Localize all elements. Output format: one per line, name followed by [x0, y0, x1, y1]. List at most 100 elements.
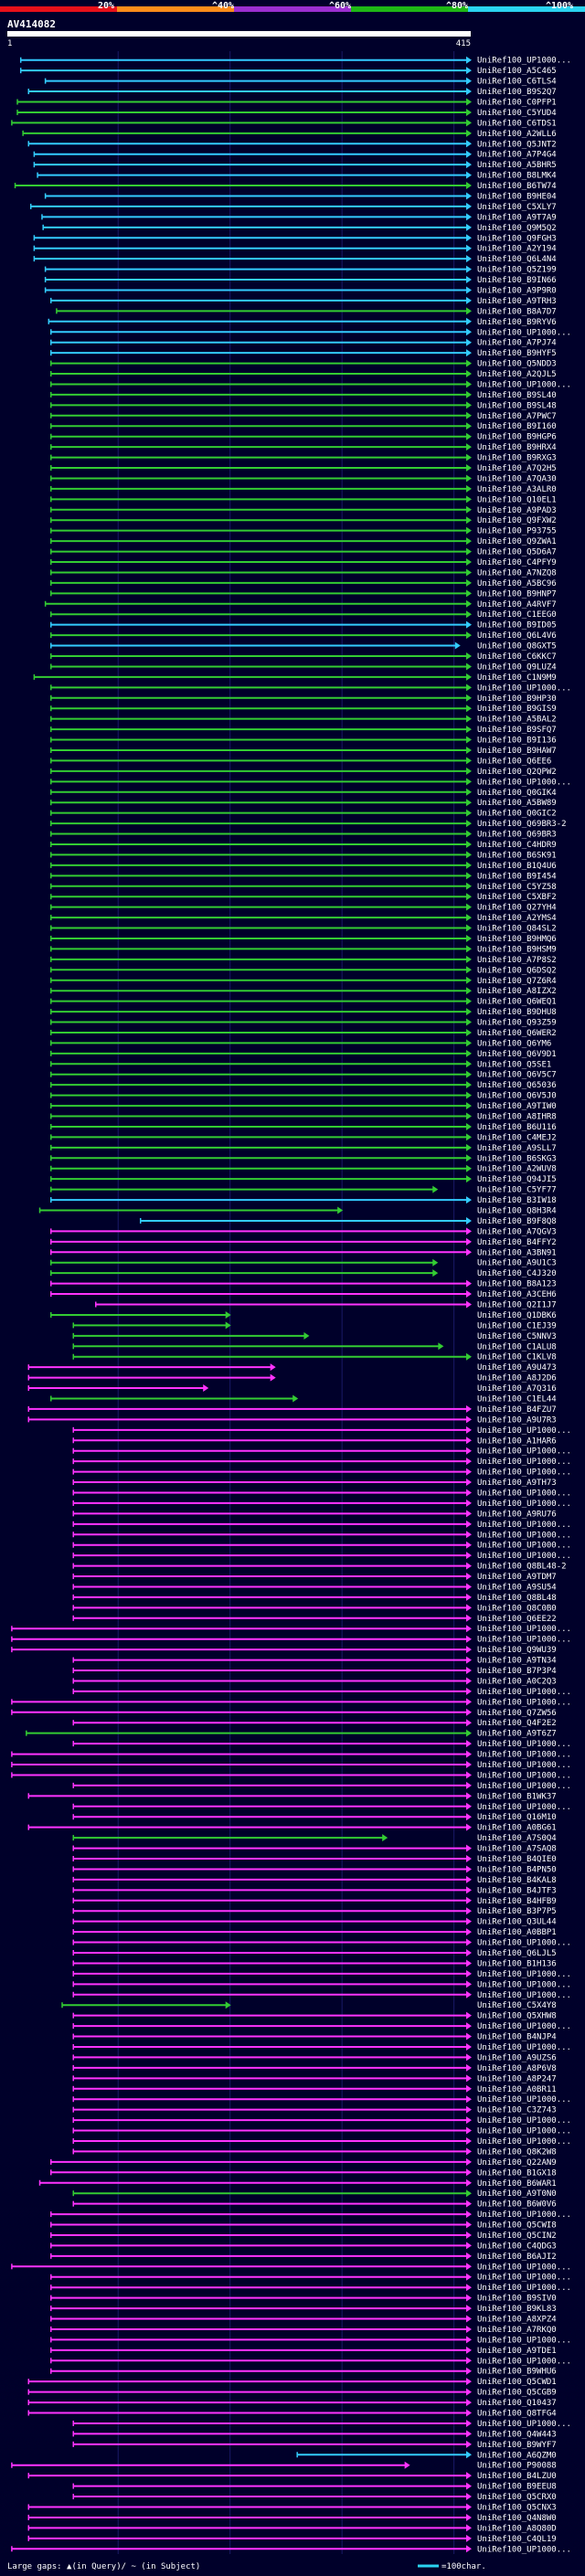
hit-row[interactable]: UniRef100_B9SL40: [50, 390, 557, 400]
hit-label[interactable]: UniRef100_B9HE04: [477, 192, 557, 201]
hit-row[interactable]: UniRef100_A2WUV8: [50, 1164, 557, 1174]
hit-row[interactable]: UniRef100_Q9LUZ4: [50, 663, 557, 672]
hit-label[interactable]: UniRef100_Q0GIC2: [477, 810, 557, 819]
hit-label[interactable]: UniRef100_A5BW89: [477, 799, 557, 808]
hit-label[interactable]: UniRef100_A9SLL7: [477, 1144, 557, 1153]
hit-row[interactable]: UniRef100_Q8GXT5: [50, 641, 557, 652]
hit-label[interactable]: UniRef100_Q6DSQ2: [477, 966, 557, 975]
hit-label[interactable]: UniRef100_Q8K2W8: [477, 2147, 557, 2157]
hit-label[interactable]: UniRef100_A9U473: [477, 1363, 557, 1373]
hit-row[interactable]: UniRef100_B9HP30: [50, 694, 557, 704]
hit-label[interactable]: UniRef100_B3IW18: [477, 1196, 557, 1205]
hit-row[interactable]: UniRef100_B4LZU0: [27, 2472, 557, 2481]
hit-label[interactable]: UniRef100_A5BHR5: [477, 161, 557, 170]
hit-row[interactable]: UniRef100_B3IW18: [50, 1196, 557, 1205]
hit-label[interactable]: UniRef100_B9EEU8: [477, 2483, 557, 2492]
hit-label[interactable]: UniRef100_Q6WER2: [477, 1029, 557, 1038]
hit-row[interactable]: UniRef100_B1WK37: [27, 1792, 557, 1801]
hit-label[interactable]: UniRef100_Q5CNX3: [477, 2504, 557, 2513]
hit-row[interactable]: UniRef100_A7S0Q4: [72, 1834, 557, 1843]
hit-row[interactable]: UniRef100_Q5XHW8: [72, 2011, 557, 2021]
hit-label[interactable]: UniRef100_UP1000...: [477, 1426, 571, 1436]
hit-row[interactable]: UniRef100_Q4N8W0: [27, 2513, 557, 2523]
hit-row[interactable]: UniRef100_A2WLL6: [22, 129, 557, 139]
hit-label[interactable]: UniRef100_A9UZS6: [477, 2053, 557, 2062]
hit-row[interactable]: UniRef100_B9HRX4: [50, 443, 557, 452]
hit-row[interactable]: UniRef100_B1H136: [72, 1959, 557, 1968]
hit-label[interactable]: UniRef100_A5BC96: [477, 579, 557, 588]
hit-label[interactable]: UniRef100_A8Q80D: [477, 2524, 557, 2533]
hit-label[interactable]: UniRef100_B6WAR1: [477, 2179, 557, 2189]
hit-label[interactable]: UniRef100_A0BR11: [477, 2085, 557, 2094]
hit-row[interactable]: UniRef100_UP1000...: [72, 2116, 571, 2125]
hit-label[interactable]: UniRef100_Q5CIN2: [477, 2231, 557, 2241]
hit-row[interactable]: UniRef100_A8IHR8: [50, 1112, 557, 1122]
hit-row[interactable]: UniRef100_Q9WU39: [11, 1646, 557, 1655]
hit-label[interactable]: UniRef100_C5YZ58: [477, 883, 557, 892]
hit-label[interactable]: UniRef100_A8J2D6: [477, 1374, 557, 1383]
hit-row[interactable]: UniRef100_A0BR11: [72, 2084, 557, 2094]
hit-row[interactable]: UniRef100_P93755: [50, 526, 557, 536]
hit-label[interactable]: UniRef100_UP1000...: [477, 2284, 571, 2293]
hit-label[interactable]: UniRef100_UP1000...: [477, 2043, 571, 2052]
hit-label[interactable]: UniRef100_A2QJL5: [477, 370, 557, 379]
hit-label[interactable]: UniRef100_Q6V5C7: [477, 1071, 557, 1080]
hit-row[interactable]: UniRef100_UP1000...: [50, 778, 571, 787]
hit-label[interactable]: UniRef100_C4QDG3: [477, 2242, 557, 2251]
hit-label[interactable]: UniRef100_B9ID05: [477, 621, 557, 631]
hit-row[interactable]: UniRef100_UP1000...: [72, 1531, 571, 1540]
hit-row[interactable]: UniRef100_B1Q4U6: [50, 861, 557, 871]
hit-label[interactable]: UniRef100_Q9LUZ4: [477, 663, 557, 672]
hit-label[interactable]: UniRef100_B9SIV0: [477, 2295, 557, 2304]
hit-row[interactable]: UniRef100_C5X4Y8: [61, 2001, 557, 2010]
hit-row[interactable]: UniRef100_B9HE04: [44, 192, 557, 201]
hit-label[interactable]: UniRef100_A9TN34: [477, 1657, 557, 1666]
hit-label[interactable]: UniRef100_B6SKG3: [477, 1154, 557, 1163]
hit-label[interactable]: UniRef100_UP1000...: [477, 1531, 571, 1540]
hit-label[interactable]: UniRef100_A7PWC7: [477, 412, 557, 421]
hit-label[interactable]: UniRef100_C4MEJ2: [477, 1133, 557, 1142]
hit-row[interactable]: UniRef100_C1EL44: [50, 1394, 557, 1404]
hit-label[interactable]: UniRef100_A7QGV3: [477, 1227, 557, 1236]
hit-label[interactable]: UniRef100_C1ALU8: [477, 1342, 557, 1352]
hit-label[interactable]: UniRef100_B6TW74: [477, 182, 557, 191]
hit-label[interactable]: UniRef100_C1EJ39: [477, 1321, 557, 1330]
hit-label[interactable]: UniRef100_Q5NDD3: [477, 360, 557, 369]
hit-label[interactable]: UniRef100_Q4N8W0: [477, 2514, 557, 2523]
hit-label[interactable]: UniRef100_B9RXG3: [477, 454, 557, 463]
hit-label[interactable]: UniRef100_UP1000...: [477, 2274, 571, 2283]
hit-label[interactable]: UniRef100_UP1000...: [477, 1782, 571, 1791]
hit-row[interactable]: UniRef100_A2Y194: [33, 244, 557, 254]
hit-label[interactable]: UniRef100_Q10EL1: [477, 495, 557, 504]
hit-row[interactable]: UniRef100_B9SIV0: [50, 2294, 557, 2304]
hit-label[interactable]: UniRef100_B4HFB9: [477, 1897, 557, 1906]
hit-label[interactable]: UniRef100_C4PFY9: [477, 558, 557, 567]
hit-label[interactable]: UniRef100_UP1000...: [477, 2022, 571, 2031]
hit-row[interactable]: UniRef100_Q8TFG4: [27, 2409, 557, 2419]
hit-row[interactable]: UniRef100_A3BN91: [50, 1248, 557, 1257]
hit-label[interactable]: UniRef100_UP1000...: [477, 1991, 571, 2000]
hit-row[interactable]: UniRef100_B9SFQ7: [50, 726, 557, 735]
hit-label[interactable]: UniRef100_Q5SE1: [477, 1060, 551, 1069]
hit-row[interactable]: UniRef100_Q7ZW56: [11, 1708, 557, 1718]
hit-label[interactable]: UniRef100_Q7ZW56: [477, 1709, 557, 1718]
hit-row[interactable]: UniRef100_B9HGP6: [50, 432, 557, 442]
hit-row[interactable]: UniRef100_A7QGV3: [50, 1227, 557, 1236]
hit-label[interactable]: UniRef100_C1EEG0: [477, 610, 557, 620]
hit-row[interactable]: UniRef100_P90088: [11, 2461, 557, 2471]
hit-label[interactable]: UniRef100_B9HMQ6: [477, 935, 557, 944]
hit-row[interactable]: UniRef100_UP1000...: [50, 684, 571, 693]
hit-label[interactable]: UniRef100_Q9FGH3: [477, 234, 557, 243]
hit-label[interactable]: UniRef100_A7Q316: [477, 1384, 557, 1394]
hit-label[interactable]: UniRef100_B9I160: [477, 422, 557, 431]
hit-label[interactable]: UniRef100_B9DHU8: [477, 1008, 557, 1017]
hit-row[interactable]: UniRef100_B4JTF3: [72, 1886, 557, 1895]
hit-label[interactable]: UniRef100_Q65036: [477, 1081, 557, 1090]
hit-label[interactable]: UniRef100_A7NZQ8: [477, 568, 557, 578]
hit-label[interactable]: UniRef100_Q8H3R4: [477, 1207, 557, 1216]
hit-row[interactable]: UniRef100_B9HMQ6: [50, 935, 557, 944]
hit-label[interactable]: UniRef100_UP1000...: [477, 1740, 571, 1749]
hit-label[interactable]: UniRef100_Q94JI5: [477, 1175, 557, 1184]
hit-label[interactable]: UniRef100_UP1000...: [477, 1542, 571, 1551]
hit-label[interactable]: UniRef100_Q22AN9: [477, 2158, 557, 2168]
